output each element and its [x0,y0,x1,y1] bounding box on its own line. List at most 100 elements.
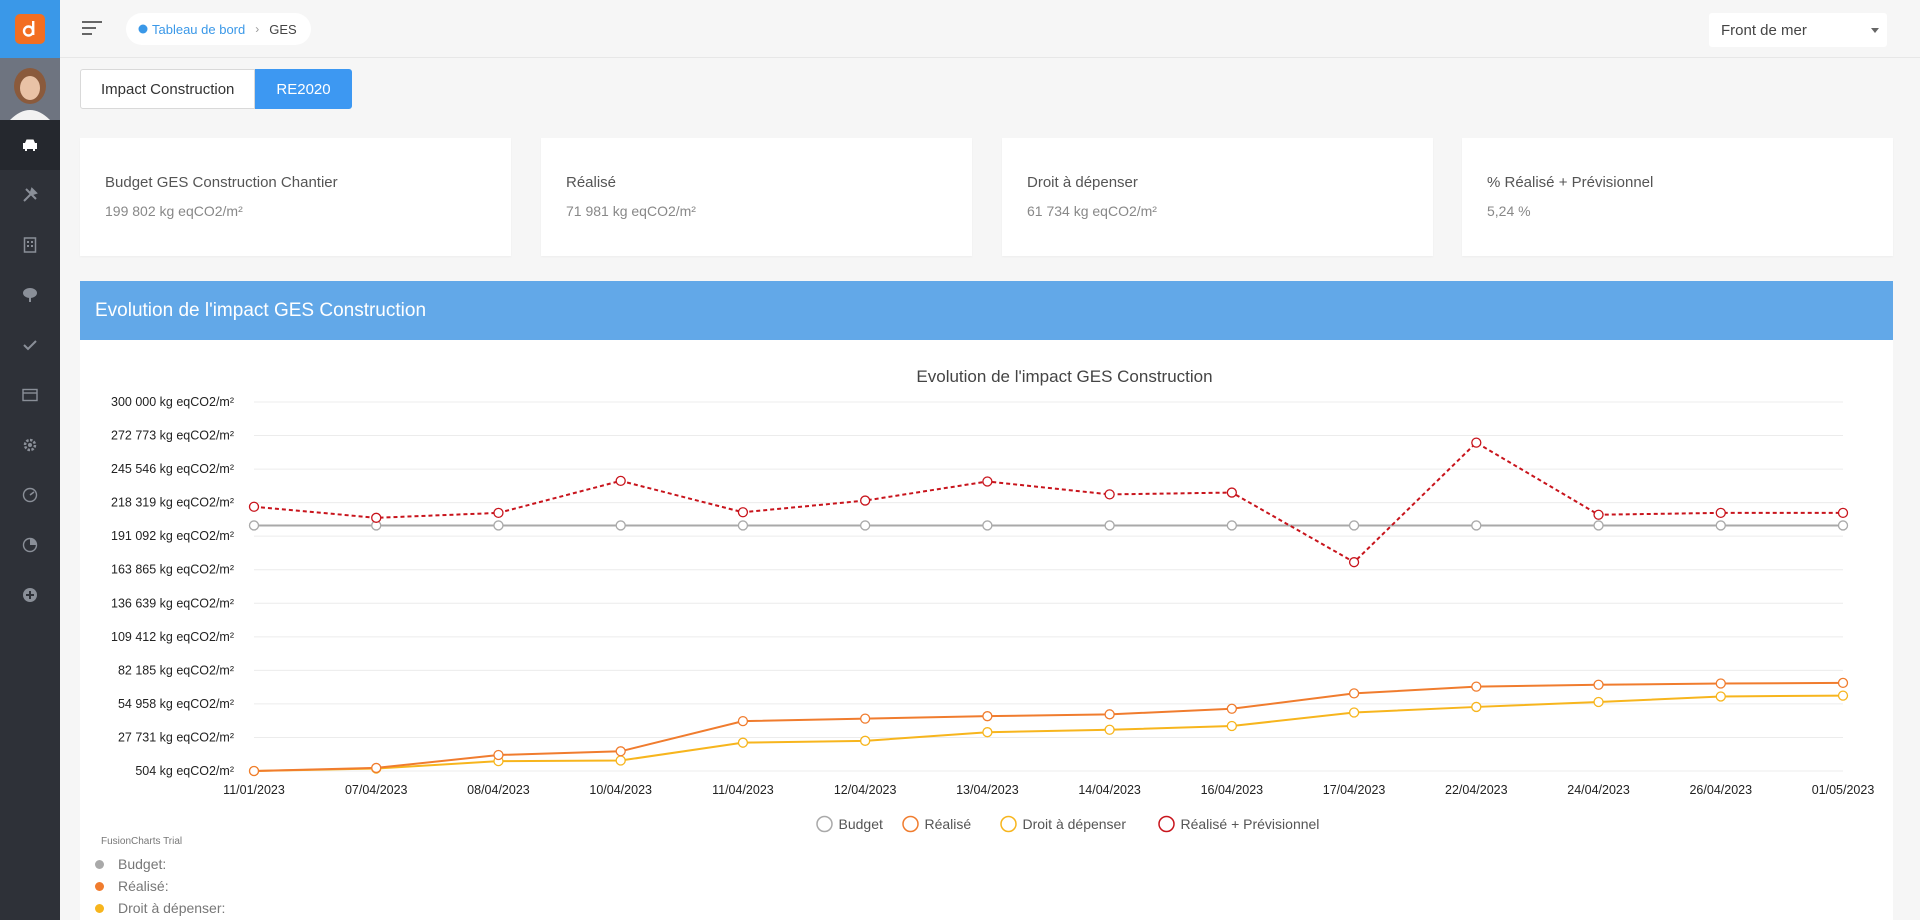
sidebar-item-tools[interactable] [0,170,60,220]
y-tick-label: 191 092 kg eqCO2/m² [111,529,234,543]
kpi-title: Réalisé [566,174,617,191]
fusioncharts-trial-label: FusionCharts Trial [101,836,183,847]
data-point [1593,679,1604,690]
x-tick-label: 11/04/2023 [712,783,774,797]
data-point [615,520,626,531]
legend-dot-icon [95,881,104,891]
kpi-value: 61 734 kg eqCO2/m² [1027,203,1157,219]
data-point [1837,520,1849,531]
sidebar-item-documents[interactable] [0,370,60,420]
kpi-title: % Réalisé + Prévisionnel [1487,174,1654,191]
legend-label: Budget [839,816,883,832]
logo-icon [22,21,35,37]
breadcrumb-home-link[interactable]: Tableau de bord [138,22,245,37]
data-point [1226,520,1237,531]
user-avatar-icon [0,58,60,120]
data-point [737,737,749,748]
x-tick-label: 11/01/2023 [223,783,285,797]
sidebar-user-avatar[interactable] [0,58,60,120]
sidebar-item-tasks[interactable] [0,320,60,370]
x-tick-label: 17/04/2023 [1323,783,1386,797]
hamburger-icon [82,21,102,35]
data-point [1837,690,1849,701]
data-point [1837,677,1849,689]
line-chart[interactable]: Evolution de l'impact GES Construction 30… [94,348,1879,920]
kpi-card-droit-a-depenser: Droit à dépenser 61 734 kg eqCO2/m² [1002,138,1433,256]
y-tick-label: 136 639 kg eqCO2/m² [111,596,234,610]
series-line [253,441,1843,564]
data-point [1348,688,1360,699]
sidebar-item-dashboard[interactable] [0,120,60,170]
topbar: Tableau de bord › GES Front de mer [60,0,1920,58]
x-tick-label: 14/04/2023 [1078,783,1141,797]
data-point [1593,696,1604,708]
window-icon [22,388,38,402]
data-point [1226,703,1237,714]
sidebar-item-reports[interactable] [0,520,60,570]
x-tick-label: 12/04/2023 [834,783,897,797]
data-point [1715,520,1726,531]
data-point [371,762,382,774]
kpi-value: 199 802 kg eqCO2/m² [105,203,243,219]
data-point [860,495,871,506]
data-point [493,749,504,761]
gear-icon [23,438,37,452]
project-select[interactable]: Front de mer [1709,13,1887,47]
data-point [737,507,749,518]
sidebar-item-settings[interactable] [0,420,60,470]
data-point [1226,487,1237,498]
x-tick-label: 26/04/2023 [1689,783,1752,797]
kpi-card-percent-realise: % Réalisé + Prévisionnel 5,24 % [1462,138,1893,256]
data-point [1104,489,1115,500]
sidebar-item-analytics[interactable] [0,470,60,520]
legend-marker [816,815,833,833]
chart-title: Evolution de l'impact GES Construction [916,367,1212,386]
chart-pie-icon [22,537,38,553]
app-logo[interactable] [0,0,60,58]
data-point [1104,724,1115,735]
data-point [1104,520,1115,531]
data-point [737,520,749,531]
legend-marker [1158,815,1175,833]
data-point [982,727,993,738]
tab-re2020[interactable]: RE2020 [255,69,352,109]
data-point [1593,520,1604,531]
x-tick-label: 08/04/2023 [467,783,530,797]
data-point [737,715,749,727]
breadcrumb-home-label: Tableau de bord [152,21,246,37]
y-tick-label: 272 773 kg eqCO2/m² [111,429,234,443]
tooltip-label: Budget: [118,856,167,872]
data-point [982,520,993,531]
kpi-card-budget: Budget GES Construction Chantier 199 802… [80,138,511,256]
tab-impact-construction[interactable]: Impact Construction [80,69,256,109]
sidebar-item-add[interactable] [0,570,60,620]
plus-circle-icon [23,588,37,602]
y-tick-label: 300 000 kg eqCO2/m² [111,395,234,409]
kpi-card-realise: Réalisé 71 981 kg eqCO2/m² [541,138,972,256]
menu-toggle-button[interactable] [82,20,102,36]
y-tick-label: 218 319 kg eqCO2/m² [111,496,234,510]
series-line [253,681,1844,772]
y-tick-label: 54 958 kg eqCO2/m² [118,697,234,711]
y-tick-label: 27 731 kg eqCO2/m² [118,730,234,744]
data-point [1471,701,1482,713]
gauge-icon [22,487,38,503]
data-point [1715,678,1726,689]
sidebar [0,0,60,920]
data-point [1471,681,1482,692]
data-point [1348,557,1360,568]
breadcrumb-current: GES [269,21,297,37]
data-point [493,507,504,519]
project-select-value: Front de mer [1721,21,1807,39]
legend-marker [902,815,919,833]
tooltip-label: Réalisé: [118,878,169,894]
data-point [371,512,382,523]
y-tick-label: 504 kg eqCO2/m² [135,764,234,778]
sidebar-item-environment[interactable] [0,270,60,320]
data-point [493,520,504,531]
data-point [1348,707,1360,718]
legend-label: Droit à dépenser [1023,816,1127,832]
sidebar-item-building[interactable] [0,220,60,270]
data-point [860,735,871,746]
kpi-value: 71 981 kg eqCO2/m² [566,203,696,219]
